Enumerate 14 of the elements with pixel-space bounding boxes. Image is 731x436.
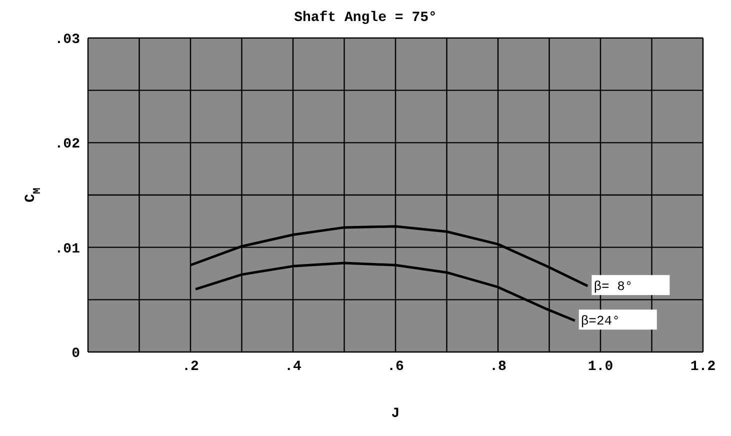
x-tick-label: .8 (490, 358, 506, 375)
series-label: β= 8° (594, 279, 633, 294)
x-tick-label: .6 (387, 358, 404, 375)
series-label: β=24° (580, 314, 620, 329)
x-tick-label: .2 (182, 358, 199, 375)
x-tick-label: .4 (284, 358, 302, 375)
x-tick-label: 1.0 (588, 358, 614, 375)
y-tick-label: 0 (72, 346, 80, 362)
x-axis-title: J (391, 406, 400, 422)
y-tick-label: .02 (54, 136, 80, 153)
chart-title: Shaft Angle = 75° (293, 10, 438, 26)
y-tick-label: .01 (54, 241, 80, 258)
x-tick-label: 1.2 (690, 358, 716, 375)
y-tick-label: .03 (54, 32, 80, 48)
